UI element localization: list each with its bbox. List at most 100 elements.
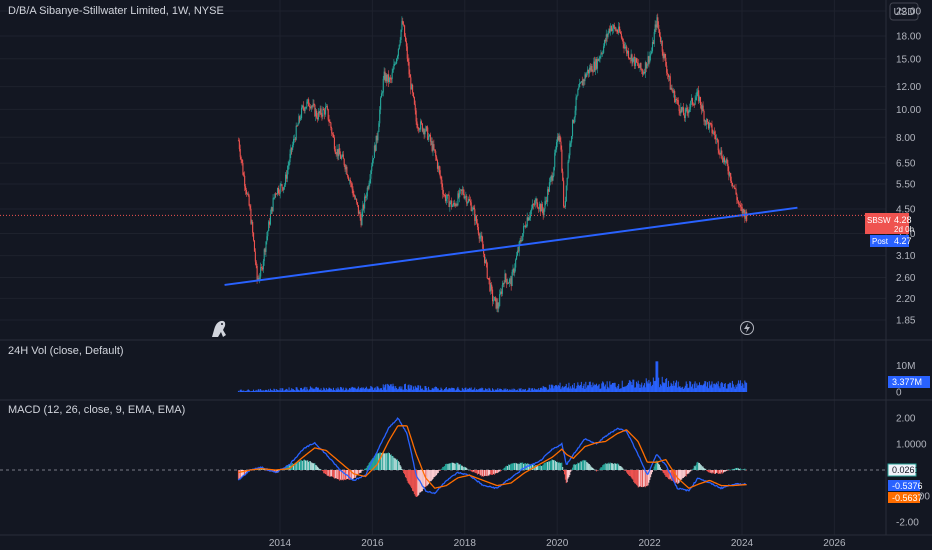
macd-hist-bar [679, 470, 681, 481]
macd-hist-bar [380, 452, 382, 470]
candle-body [720, 150, 722, 155]
macd-hist-bar [492, 470, 494, 475]
volume-bar [330, 388, 332, 392]
candle-body [475, 216, 477, 222]
macd-hist-bar [508, 464, 510, 470]
volume-bar [600, 388, 602, 392]
candle-body [508, 282, 510, 284]
macd-hist-bar [488, 470, 490, 476]
candle-body [489, 279, 491, 292]
macd-hist-bar [451, 462, 453, 470]
volume-bar [696, 383, 698, 392]
candle-body [677, 100, 679, 106]
macd-hist-bar [588, 464, 590, 470]
post-label-text: Post [872, 237, 889, 246]
volume-bar [306, 387, 308, 392]
volume-bar [319, 389, 321, 392]
candle-body [409, 74, 411, 78]
macd-hist-bar [638, 470, 640, 487]
candle-body [278, 193, 280, 194]
candle-body [669, 76, 671, 90]
macd-hist-bar [416, 470, 418, 497]
macd-hist-bar [405, 470, 407, 479]
volume-bar [442, 390, 444, 392]
macd-hist-bar [484, 470, 486, 476]
volume-bar [492, 388, 494, 392]
macd-hist-bar [650, 470, 652, 478]
macd-hist-bar [497, 470, 499, 473]
candle-body [538, 208, 540, 210]
macd-hist-bar [285, 466, 287, 470]
macd-hist-bar [393, 457, 395, 470]
volume-bar [590, 384, 592, 392]
volume-bar [264, 390, 266, 392]
macd-hist-bar [470, 470, 472, 472]
volume-bar [295, 387, 297, 392]
candle-body [500, 291, 502, 295]
volume-bar [404, 383, 406, 392]
lightning-icon[interactable] [740, 321, 754, 335]
trendline[interactable] [224, 206, 798, 286]
macd-hist-bar [637, 470, 639, 488]
currency-button[interactable]: USD [889, 2, 919, 21]
volume-bar [444, 388, 446, 392]
volume-bar [533, 388, 535, 392]
volume-bar [367, 389, 369, 392]
candle-body [468, 199, 471, 201]
volume-bar [620, 388, 622, 392]
volume-bar [394, 388, 396, 392]
macd-hist-bar [372, 458, 374, 470]
volume-bar [386, 389, 388, 392]
volume-bar [407, 385, 409, 392]
volume-bar [582, 385, 584, 392]
candle-body [454, 203, 456, 206]
volume-bar [596, 386, 598, 392]
volume-bar [724, 383, 726, 392]
macd-hist-bar [578, 463, 580, 470]
candle-body [524, 225, 526, 227]
candle-body [686, 108, 688, 112]
macd-hist-bar [529, 463, 531, 470]
volume-bar [315, 387, 317, 392]
candle-body [681, 107, 683, 111]
candle-body [480, 235, 482, 237]
candle-body [694, 100, 696, 105]
volume-bar [536, 389, 538, 392]
candle-body [449, 202, 451, 207]
volume-bar [534, 389, 536, 392]
candle-body [661, 41, 663, 52]
candle-body [387, 74, 389, 82]
candle-body [711, 124, 713, 133]
candle-body [715, 138, 718, 140]
volume-bar [501, 390, 503, 392]
ticker-symbol: SBSW [867, 216, 891, 225]
macd-hist-bar [479, 470, 481, 476]
macd-hist-bar [465, 467, 467, 470]
macd-hist-bar [395, 458, 397, 470]
candle-body [556, 136, 558, 143]
price-axis[interactable]: 22.0018.0015.0012.0010.008.006.505.504.5… [896, 7, 921, 327]
macd-tick-label: 2.00 [896, 414, 916, 425]
candle-body [506, 279, 508, 284]
macd-hist-bar [619, 466, 621, 470]
volume-bar [337, 387, 339, 392]
volume-bar [274, 389, 276, 392]
macd-hist-bar [325, 470, 327, 475]
macd-hist-bar [697, 461, 699, 470]
macd-hist-bar [699, 463, 701, 470]
time-axis[interactable]: 2014 2016 2018 2020 2022 2024 2026 [269, 538, 846, 549]
macd-hist-bar [486, 470, 488, 477]
signal-value-label: -0.5637 [888, 492, 923, 503]
candle-body [567, 161, 569, 178]
candle-body [666, 65, 668, 73]
volume-bar [288, 387, 290, 392]
macd-hist-bar [645, 470, 647, 487]
candle-body [639, 63, 641, 68]
candle-body [637, 62, 639, 67]
candle-body [583, 79, 585, 82]
volume-bar [688, 387, 690, 392]
candle-body [627, 50, 629, 54]
tradingview-logo-icon[interactable] [212, 320, 226, 337]
